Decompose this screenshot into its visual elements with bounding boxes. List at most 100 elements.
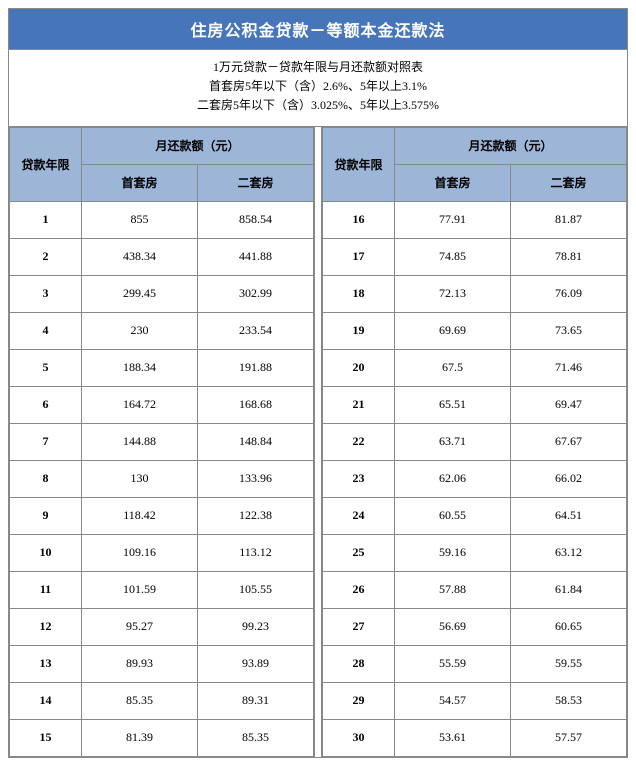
table-gap [314, 127, 322, 757]
cell-first: 95.27 [82, 608, 198, 645]
cell-first: 59.16 [394, 534, 510, 571]
table-row: 8130133.96 [10, 460, 314, 497]
cell-first: 60.55 [394, 497, 510, 534]
cell-first: 855 [82, 201, 198, 238]
header-first: 首套房 [82, 164, 198, 201]
cell-year: 25 [322, 534, 394, 571]
subtitle-line: 首套房5年以下（含）2.6%、5年以上3.1% [9, 77, 627, 96]
cell-first: 63.71 [394, 423, 510, 460]
table-row: 1774.8578.81 [322, 238, 626, 275]
cell-year: 19 [322, 312, 394, 349]
cell-first: 299.45 [82, 275, 198, 312]
cell-first: 144.88 [82, 423, 198, 460]
cell-second: 73.65 [510, 312, 626, 349]
cell-first: 438.34 [82, 238, 198, 275]
document-container: 住房公积金贷款－等额本金还款法 1万元贷款－贷款年限与月还款额对照表 首套房5年… [8, 8, 628, 758]
table-row: 2067.571.46 [322, 349, 626, 386]
table-row: 2657.8861.84 [322, 571, 626, 608]
table-row: 2362.0666.02 [322, 460, 626, 497]
cell-second: 81.87 [510, 201, 626, 238]
cell-year: 5 [10, 349, 82, 386]
header-monthly: 月还款额（元） [82, 127, 314, 164]
cell-first: 55.59 [394, 645, 510, 682]
cell-first: 89.93 [82, 645, 198, 682]
cell-second: 67.67 [510, 423, 626, 460]
table-row: 2460.5564.51 [322, 497, 626, 534]
cell-second: 85.35 [198, 719, 314, 756]
subtitle-block: 1万元贷款－贷款年限与月还款额对照表 首套房5年以下（含）2.6%、5年以上3.… [9, 50, 627, 127]
table-row: 2559.1663.12 [322, 534, 626, 571]
left-tbody: 1855858.542438.34441.883299.45302.994230… [10, 201, 314, 756]
table-row: 5188.34191.88 [10, 349, 314, 386]
cell-year: 2 [10, 238, 82, 275]
cell-second: 64.51 [510, 497, 626, 534]
cell-year: 6 [10, 386, 82, 423]
cell-year: 29 [322, 682, 394, 719]
subtitle-line: 1万元贷款－贷款年限与月还款额对照表 [9, 58, 627, 77]
header-year: 贷款年限 [10, 127, 82, 201]
cell-first: 57.88 [394, 571, 510, 608]
table-row: 2263.7167.67 [322, 423, 626, 460]
cell-first: 74.85 [394, 238, 510, 275]
table-row: 1855858.54 [10, 201, 314, 238]
table-row: 2165.5169.47 [322, 386, 626, 423]
cell-second: 113.12 [198, 534, 314, 571]
table-row: 2438.34441.88 [10, 238, 314, 275]
cell-first: 65.51 [394, 386, 510, 423]
cell-year: 13 [10, 645, 82, 682]
cell-second: 93.89 [198, 645, 314, 682]
table-row: 1295.2799.23 [10, 608, 314, 645]
cell-second: 61.84 [510, 571, 626, 608]
cell-first: 56.69 [394, 608, 510, 645]
cell-second: 58.53 [510, 682, 626, 719]
cell-first: 164.72 [82, 386, 198, 423]
table-row: 1581.3985.35 [10, 719, 314, 756]
table-row: 6164.72168.68 [10, 386, 314, 423]
cell-first: 188.34 [82, 349, 198, 386]
cell-second: 89.31 [198, 682, 314, 719]
cell-second: 122.38 [198, 497, 314, 534]
cell-year: 4 [10, 312, 82, 349]
cell-first: 85.35 [82, 682, 198, 719]
cell-year: 15 [10, 719, 82, 756]
table-row: 2954.5758.53 [322, 682, 626, 719]
cell-year: 26 [322, 571, 394, 608]
cell-year: 23 [322, 460, 394, 497]
cell-first: 77.91 [394, 201, 510, 238]
cell-first: 230 [82, 312, 198, 349]
table-row: 9118.42122.38 [10, 497, 314, 534]
cell-year: 24 [322, 497, 394, 534]
cell-year: 18 [322, 275, 394, 312]
table-row: 11101.59105.55 [10, 571, 314, 608]
table-row: 1677.9181.87 [322, 201, 626, 238]
cell-first: 81.39 [82, 719, 198, 756]
cell-first: 69.69 [394, 312, 510, 349]
cell-first: 54.57 [394, 682, 510, 719]
table-row: 4230233.54 [10, 312, 314, 349]
cell-year: 20 [322, 349, 394, 386]
cell-second: 69.47 [510, 386, 626, 423]
cell-year: 9 [10, 497, 82, 534]
cell-second: 78.81 [510, 238, 626, 275]
cell-second: 105.55 [198, 571, 314, 608]
table-row: 10109.16113.12 [10, 534, 314, 571]
cell-second: 66.02 [510, 460, 626, 497]
cell-year: 30 [322, 719, 394, 756]
cell-first: 72.13 [394, 275, 510, 312]
table-row: 7144.88148.84 [10, 423, 314, 460]
cell-first: 109.16 [82, 534, 198, 571]
right-tbody: 1677.9181.871774.8578.811872.1376.091969… [322, 201, 626, 756]
table-row: 1485.3589.31 [10, 682, 314, 719]
header-second: 二套房 [510, 164, 626, 201]
cell-year: 8 [10, 460, 82, 497]
table-row: 2855.5959.55 [322, 645, 626, 682]
cell-year: 11 [10, 571, 82, 608]
cell-second: 57.57 [510, 719, 626, 756]
title-bar: 住房公积金贷款－等额本金还款法 [9, 9, 627, 50]
cell-second: 191.88 [198, 349, 314, 386]
header-year: 贷款年限 [322, 127, 394, 201]
cell-year: 7 [10, 423, 82, 460]
cell-second: 148.84 [198, 423, 314, 460]
cell-second: 302.99 [198, 275, 314, 312]
cell-year: 14 [10, 682, 82, 719]
